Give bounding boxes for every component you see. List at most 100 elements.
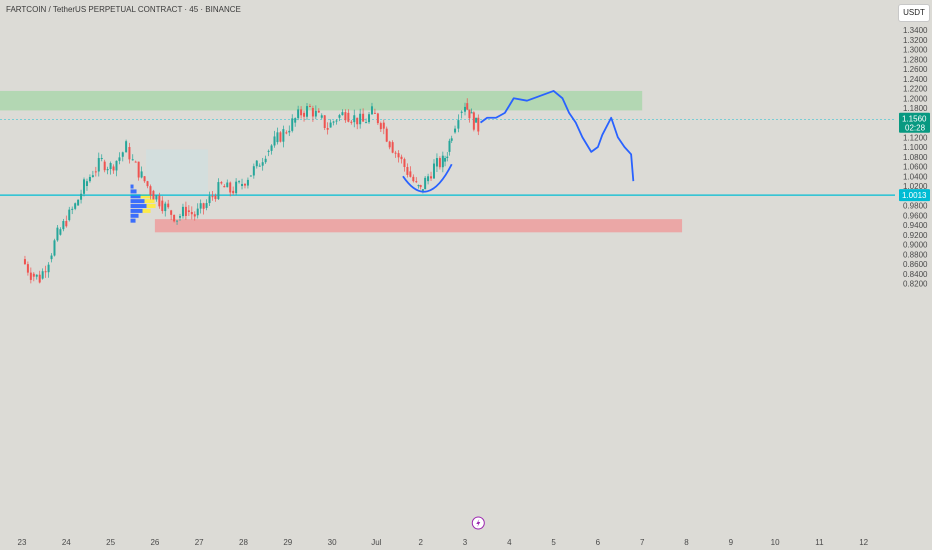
- candle-body: [403, 159, 406, 168]
- current-price-label: 1.1560: [902, 115, 927, 124]
- candle-body: [441, 155, 444, 168]
- price-tick: 1.2600: [903, 65, 928, 74]
- candle-body: [80, 193, 83, 200]
- candle-body: [472, 112, 475, 130]
- candle-body: [83, 179, 86, 194]
- candle-body: [184, 206, 187, 216]
- candle-body: [65, 221, 68, 227]
- price-tick: 1.2400: [903, 75, 928, 84]
- candle-body: [173, 214, 176, 222]
- candle-body: [181, 206, 184, 217]
- price-tick: 1.0600: [903, 163, 928, 172]
- candle-body: [409, 171, 412, 177]
- candle-body: [88, 176, 91, 182]
- candle-body: [249, 175, 252, 177]
- candle-body: [35, 274, 38, 277]
- candle-body: [50, 255, 53, 260]
- time-tick: 30: [328, 538, 337, 547]
- volume-profile-poc: [146, 204, 156, 209]
- countdown-label: 02:28: [905, 124, 926, 133]
- candle-body: [294, 118, 297, 123]
- candle-body: [305, 106, 308, 117]
- candle-body: [338, 115, 341, 118]
- candle-body: [91, 175, 94, 177]
- candle-body: [326, 127, 329, 130]
- candle-body: [128, 147, 131, 160]
- candle-body: [311, 108, 314, 117]
- price-tick: 0.9000: [903, 241, 928, 250]
- price-tick: 1.2000: [903, 94, 928, 103]
- candle-body: [359, 113, 362, 125]
- candle-body: [341, 112, 344, 116]
- candle-body: [397, 153, 400, 158]
- candles-layer: [23, 98, 480, 284]
- candle-body: [323, 115, 326, 128]
- time-tick: 2: [418, 538, 423, 547]
- price-tick: 1.0400: [903, 172, 928, 181]
- time-tick: 12: [859, 538, 868, 547]
- candle-body: [137, 161, 140, 178]
- measure-box: [146, 149, 209, 196]
- candle-body: [400, 156, 403, 160]
- candle-body: [208, 196, 211, 204]
- candle-body: [187, 210, 190, 213]
- time-tick: 9: [729, 538, 734, 547]
- candle-body: [161, 200, 164, 212]
- candle-body: [373, 112, 376, 114]
- volume-profile-poc: [142, 208, 151, 213]
- price-tick: 1.3200: [903, 36, 928, 45]
- time-tick: 4: [507, 538, 512, 547]
- volume-profile-bar: [130, 199, 145, 204]
- lightning-glyph: [476, 519, 481, 527]
- current-price-badge: [899, 112, 930, 133]
- candle-body: [155, 195, 158, 200]
- volume-profile-bar: [130, 218, 136, 223]
- volume-profile-poc: [140, 194, 152, 199]
- price-tick: 1.1200: [903, 133, 928, 142]
- candle-body: [32, 273, 35, 277]
- candle-body: [134, 161, 137, 163]
- candle-body: [68, 209, 71, 221]
- candle-body: [314, 110, 317, 117]
- candle-body: [424, 177, 427, 190]
- candle-body: [412, 176, 415, 182]
- candle-body: [140, 171, 143, 178]
- price-tick: 0.9800: [903, 202, 928, 211]
- time-axis: 23 24 25 26 27 28 29 30 Jul 2 3 4 5 6 7 8 9 10 11 12: [18, 516, 869, 547]
- volume-profile-bar: [130, 213, 139, 218]
- candle-body: [217, 182, 220, 200]
- support-price-label: 1.0013: [902, 191, 927, 200]
- candle-body: [444, 158, 447, 162]
- candle-body: [406, 167, 409, 175]
- time-tick: 10: [771, 538, 780, 547]
- candle-body: [347, 112, 350, 122]
- candle-body: [430, 176, 433, 179]
- currency-button[interactable]: USDT: [898, 4, 930, 22]
- candle-body: [303, 112, 306, 117]
- candle-body: [394, 152, 397, 154]
- price-tick: 1.3000: [903, 46, 928, 55]
- candle-body: [179, 216, 182, 218]
- candle-body: [308, 106, 311, 108]
- candle-body: [44, 271, 47, 273]
- candle-body: [475, 117, 478, 123]
- candle-body: [94, 171, 97, 173]
- candle-body: [74, 203, 77, 209]
- price-tick: 1.0200: [903, 182, 928, 191]
- time-tick: 26: [150, 538, 159, 547]
- candle-body: [438, 158, 441, 168]
- candle-body: [202, 203, 205, 209]
- projection-path: [479, 90, 635, 182]
- candle-body: [279, 132, 282, 142]
- candle-body: [97, 158, 100, 172]
- candle-body: [320, 115, 323, 118]
- candle-body: [109, 163, 112, 170]
- candle-body: [264, 158, 267, 163]
- volume-profile-bar: [130, 204, 147, 209]
- candle-body: [464, 106, 466, 112]
- candle-body: [255, 160, 258, 167]
- candle-body: [335, 120, 338, 122]
- candle-body: [23, 259, 26, 265]
- volume-profile-bar: [130, 189, 137, 194]
